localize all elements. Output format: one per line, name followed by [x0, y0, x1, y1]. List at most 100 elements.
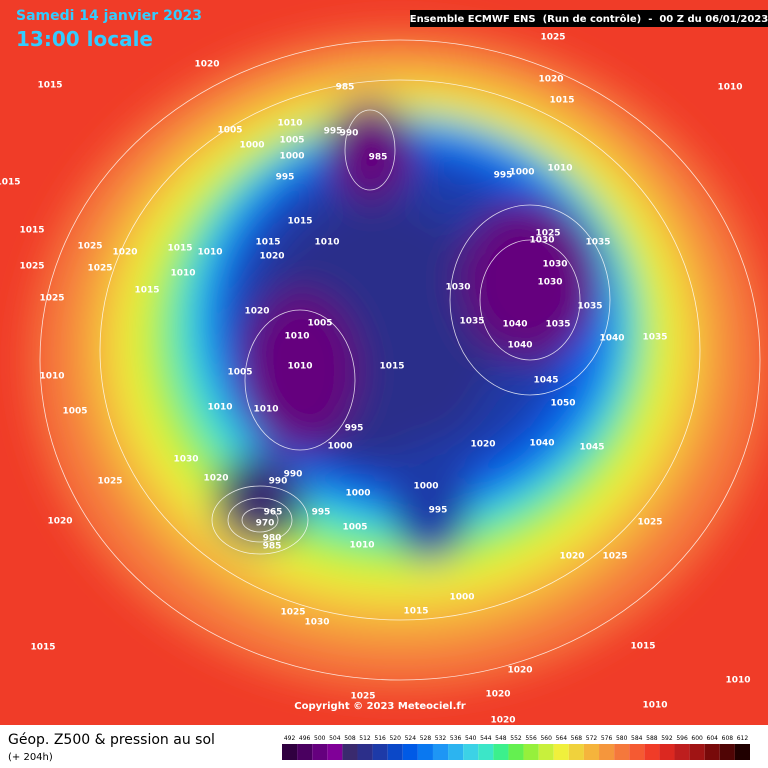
legend-swatch [282, 744, 298, 760]
isobar-label: 1005 [217, 126, 242, 136]
isobar-label: 1025 [540, 33, 565, 43]
legend-label: 540 [465, 735, 477, 742]
legend-label: 532 [435, 735, 447, 742]
isobar-label: 1000 [509, 168, 534, 178]
legend-label: 528 [420, 735, 432, 742]
legend-swatch [629, 744, 645, 760]
legend-label: 588 [646, 735, 658, 742]
isobar-label: 990 [340, 129, 359, 139]
isobar-label: 985 [336, 83, 355, 93]
legend-swatch [357, 744, 373, 760]
isobar-label: 1000 [279, 152, 304, 162]
isobar-label: 1035 [459, 317, 484, 327]
geopotential-field [0, 0, 768, 725]
isobar-label: 1030 [529, 236, 554, 246]
isobar-label: 1045 [533, 376, 558, 386]
isobar-label: 1020 [538, 75, 563, 85]
isobar-label: 970 [256, 519, 275, 529]
isobar-label: 995 [312, 508, 331, 518]
legend-swatch [493, 744, 509, 760]
isobar-label: 1035 [577, 302, 602, 312]
isobar-label: 1020 [47, 517, 72, 527]
isobar-label: 1010 [197, 248, 222, 258]
isobar-label: 1000 [449, 593, 474, 603]
isobar-label: 1020 [507, 666, 532, 676]
legend-swatch [553, 744, 569, 760]
isobar-label: 1030 [537, 278, 562, 288]
isobar-label: 1010 [253, 405, 278, 415]
legend-label: 584 [631, 735, 643, 742]
isobar-label: 1010 [39, 372, 64, 382]
isobar-label: 995 [494, 171, 513, 181]
isobar-label: 1005 [307, 319, 332, 329]
legend-swatch [387, 744, 403, 760]
isobar-label: 1020 [470, 440, 495, 450]
legend-swatch [704, 744, 720, 760]
legend-label: 516 [374, 735, 386, 742]
isobar-label: 1005 [62, 407, 87, 417]
isobar-label: 965 [264, 508, 283, 518]
isobar-label: 1015 [630, 642, 655, 652]
isobar-label: 1015 [255, 238, 280, 248]
isobar-label: 1025 [602, 552, 627, 562]
legend-label: 608 [722, 735, 734, 742]
legend-label: 552 [510, 735, 522, 742]
isobar-label: 985 [369, 153, 388, 163]
isobar-label: 1005 [279, 136, 304, 146]
legend-label: 556 [525, 735, 537, 742]
legend-label: 576 [601, 735, 613, 742]
legend-label: 500 [314, 735, 326, 742]
isobar-label: 1020 [244, 307, 269, 317]
isobar-label: 1020 [490, 716, 515, 726]
isobar-label: 1025 [535, 229, 560, 239]
legend-label: 508 [344, 735, 356, 742]
isobar-label: 1025 [97, 477, 122, 487]
isobar-label: 1025 [77, 242, 102, 252]
legend-label: 496 [299, 735, 311, 742]
isobar-label: 1015 [0, 178, 21, 188]
isobar-label: 1025 [87, 264, 112, 274]
isobar-label: 1025 [350, 692, 375, 702]
isobar-label: 1010 [170, 269, 195, 279]
legend-label: 548 [495, 735, 507, 742]
legend-swatch [659, 744, 675, 760]
isobar-label: 1030 [304, 618, 329, 628]
run-info: Ensemble ECMWF ENS (Run de contrôle) - 0… [410, 13, 768, 25]
legend-swatch [417, 744, 433, 760]
legend-label: 520 [389, 735, 401, 742]
isobar-label: 1015 [30, 643, 55, 653]
run-box [410, 10, 768, 27]
isobar-label: 1040 [507, 341, 532, 351]
isobar-label: 1025 [19, 262, 44, 272]
isobar-label: 995 [345, 424, 364, 434]
isobar-label: 1010 [314, 238, 339, 248]
isobar-label: 1000 [345, 489, 370, 499]
isobar-label: 1025 [637, 518, 662, 528]
legend-label: 560 [540, 735, 552, 742]
legend-label: 612 [737, 735, 749, 742]
legend-swatch [644, 744, 660, 760]
legend-swatch [402, 744, 418, 760]
isobar-label: 1010 [725, 676, 750, 686]
isobar-label: 985 [263, 542, 282, 552]
isobar-label: 1025 [280, 608, 305, 618]
isobar-label: 1015 [549, 96, 574, 106]
legend-swatch [448, 744, 464, 760]
isobar-label: 1010 [284, 332, 309, 342]
isobar-label: 1015 [167, 244, 192, 254]
legend-label: 572 [586, 735, 598, 742]
legend-swatch [342, 744, 358, 760]
isobar-label: 1020 [559, 552, 584, 562]
isobar-label: 1000 [239, 141, 264, 151]
isobar-label: 1015 [379, 362, 404, 372]
isobar-label: 1035 [545, 320, 570, 330]
legend-swatch [312, 744, 328, 760]
isobar-label: 1050 [550, 399, 575, 409]
legend-label: 596 [676, 735, 688, 742]
isobar-label: 1045 [579, 443, 604, 453]
isobar-label: 1000 [413, 482, 438, 492]
isobar-label: 990 [284, 470, 303, 480]
copyright: Copyright © 2023 Meteociel.fr [294, 701, 465, 712]
legend-label: 604 [707, 735, 719, 742]
legend-swatch [734, 744, 750, 760]
